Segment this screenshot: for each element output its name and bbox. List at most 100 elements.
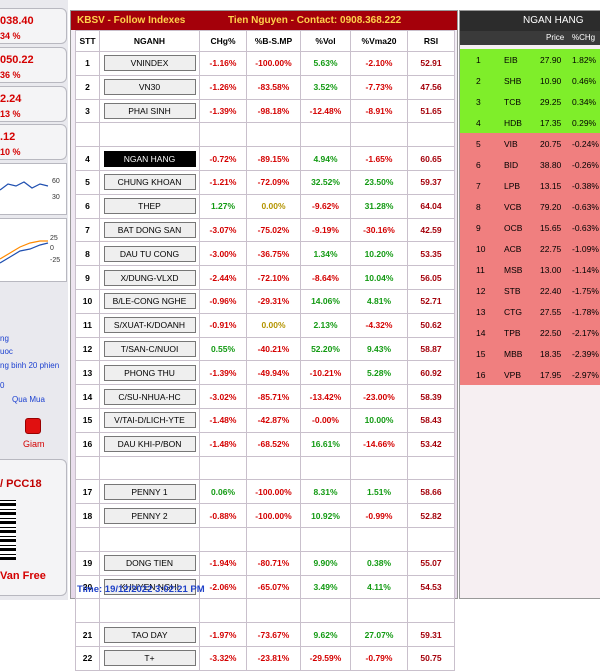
vma20-cell: 4.11% (350, 574, 408, 600)
stock-rank: 15 (476, 349, 486, 359)
stock-pct-chg: 0.34% (572, 97, 597, 107)
follow-indexes-panel: KBSV - Follow Indexes Tien Nguyen - Cont… (70, 10, 458, 671)
vol-cell: 9.62% (300, 622, 351, 647)
sector-button[interactable]: T+ (103, 650, 196, 667)
rsi-cell: 59.37 (407, 169, 455, 195)
stock-row[interactable]: 15 MBB 18.35 -2.39% (460, 343, 600, 364)
sector-button[interactable]: PENNY 1 (103, 483, 196, 500)
sector-detail-header: NGAN HANG (460, 11, 600, 31)
rsi-cell: 53.35 (407, 241, 455, 267)
sector-button[interactable]: DAU TU CONG (103, 245, 196, 262)
mini-line-chart-1-svg (0, 181, 49, 191)
index-box-2[interactable]: 050.22 36 % (0, 47, 67, 83)
chg-cell: -0.72% (199, 146, 247, 171)
row-number: 4 (75, 146, 100, 171)
empty-cell (350, 455, 408, 481)
stock-code: STB (504, 286, 521, 296)
stock-price: 27.90 (540, 55, 562, 65)
sector-button[interactable]: PENNY 2 (103, 507, 196, 524)
row-number: 16 (75, 431, 100, 457)
sector-button[interactable]: CHUNG KHOAN (103, 174, 196, 191)
stock-pct-chg: -0.38% (572, 181, 599, 191)
index-value: 038.40 (0, 15, 34, 27)
index-box-1[interactable]: 038.40 34 % (0, 8, 67, 44)
sector-button[interactable]: THEP (103, 198, 196, 215)
sector-button[interactable]: DAU KHI-P/BON (103, 436, 196, 453)
sector-button[interactable]: BAT DONG SAN (103, 221, 196, 238)
empty-cell (246, 598, 301, 624)
table-spacer-row (75, 455, 455, 481)
stock-rank: 16 (476, 370, 486, 380)
stock-row[interactable]: 14 TPB 22.50 -2.17% (460, 322, 600, 343)
vma20-cell: 10.00% (350, 407, 408, 433)
stock-row[interactable]: 1 EIB 27.90 1.82% (460, 49, 600, 70)
sector-button[interactable]: S/XUAT-K/DOANH (103, 317, 196, 334)
stock-row[interactable]: 9 OCB 15.65 -0.63% (460, 217, 600, 238)
sector-button[interactable]: VN30 (103, 79, 196, 96)
stock-row[interactable]: 13 CTG 27.55 -1.78% (460, 301, 600, 322)
empty-cell (350, 598, 408, 624)
rsi-cell: 60.65 (407, 146, 455, 171)
giam-toggle[interactable] (25, 418, 41, 434)
stock-pct-chg: -2.39% (572, 349, 599, 359)
table-spacer-row (75, 598, 455, 624)
empty-cell (99, 598, 200, 624)
stock-row[interactable]: 4 HDB 17.35 0.29% (460, 112, 600, 133)
index-box-4[interactable]: .12 10 % (0, 124, 67, 160)
stock-price: 79.20 (540, 202, 562, 212)
sector-button[interactable]: V/TAI-D/LICH-YTE (103, 412, 196, 429)
empty-cell (300, 598, 351, 624)
sector-button[interactable]: T/SAN-C/NUOI (103, 340, 196, 357)
stock-row[interactable]: 10 ACB 22.75 -1.09% (460, 238, 600, 259)
sector-button[interactable]: X/DUNG-VLXD (103, 269, 196, 286)
sector-button[interactable]: PHONG THU (103, 364, 196, 381)
vol-cell: 9.90% (300, 550, 351, 576)
sector-button[interactable]: DONG TIEN (103, 555, 196, 572)
stock-row[interactable]: 16 VPB 17.95 -2.97% (460, 364, 600, 385)
chg-cell: -1.39% (199, 360, 247, 386)
chg-cell: -1.48% (199, 407, 247, 433)
sector-button[interactable]: C/SU-NHUA-HC (103, 388, 196, 405)
sector-button[interactable]: VNINDEX (103, 55, 196, 72)
chg-cell: -0.96% (199, 288, 247, 314)
stock-row[interactable]: 6 BID 38.80 -0.26% (460, 154, 600, 175)
stock-price: 22.75 (540, 244, 562, 254)
stock-code: ACB (504, 244, 522, 254)
empty-cell (75, 598, 100, 624)
sector-button[interactable]: PHAI SINH (103, 102, 196, 119)
stock-row[interactable]: 2 SHB 10.90 0.46% (460, 70, 600, 91)
vma20-cell: 0.38% (350, 550, 408, 576)
stock-rank: 3 (476, 97, 481, 107)
vma20-cell: 10.20% (350, 241, 408, 267)
vma20-cell: -14.66% (350, 431, 408, 457)
sector-button[interactable]: KHUYEN NGHI (103, 578, 196, 595)
chart2-tick-neg25: -25 (50, 257, 61, 264)
van-free-label: Van Free (0, 570, 46, 582)
sector-button[interactable]: NGAN HANG (103, 150, 196, 167)
left-panel: 038.40 34 % 050.22 36 % 2.24 13 % .12 10… (0, 0, 68, 600)
chg-cell: 0.55% (199, 336, 247, 362)
empty-cell (75, 122, 100, 148)
stock-code: HDB (504, 118, 522, 128)
vma20-cell: -2.10% (350, 51, 408, 76)
brand-title: KBSV - Follow Indexes (77, 15, 186, 26)
sector-cell: DONG TIEN (99, 550, 200, 576)
stock-rank: 5 (476, 139, 481, 149)
stock-row[interactable]: 3 TCB 29.25 0.34% (460, 91, 600, 112)
index-box-3[interactable]: 2.24 13 % (0, 86, 67, 122)
col-header-pct-chg: %CHg (572, 33, 596, 42)
empty-cell (246, 122, 301, 148)
stock-price: 17.95 (540, 370, 562, 380)
table-row: 16 DAU KHI-P/BON -1.48% -68.52% 16.61% -14.66… (75, 431, 455, 457)
stock-row[interactable]: 8 VCB 79.20 -0.63% (460, 196, 600, 217)
bs-cell: -42.87% (246, 407, 301, 433)
sector-button[interactable]: B/LE-CONG NGHE (103, 293, 196, 310)
stock-row[interactable]: 5 VIB 20.75 -0.24% (460, 133, 600, 154)
stock-row[interactable]: 11 MSB 13.00 -1.14% (460, 259, 600, 280)
stock-row[interactable]: 12 STB 22.40 -1.75% (460, 280, 600, 301)
sector-cell: CHUNG KHOAN (99, 169, 200, 195)
sector-button[interactable]: TAO DAY (103, 626, 196, 643)
stock-rank: 1 (476, 55, 481, 65)
stock-code: OCB (504, 223, 523, 233)
stock-row[interactable]: 7 LPB 13.15 -0.38% (460, 175, 600, 196)
